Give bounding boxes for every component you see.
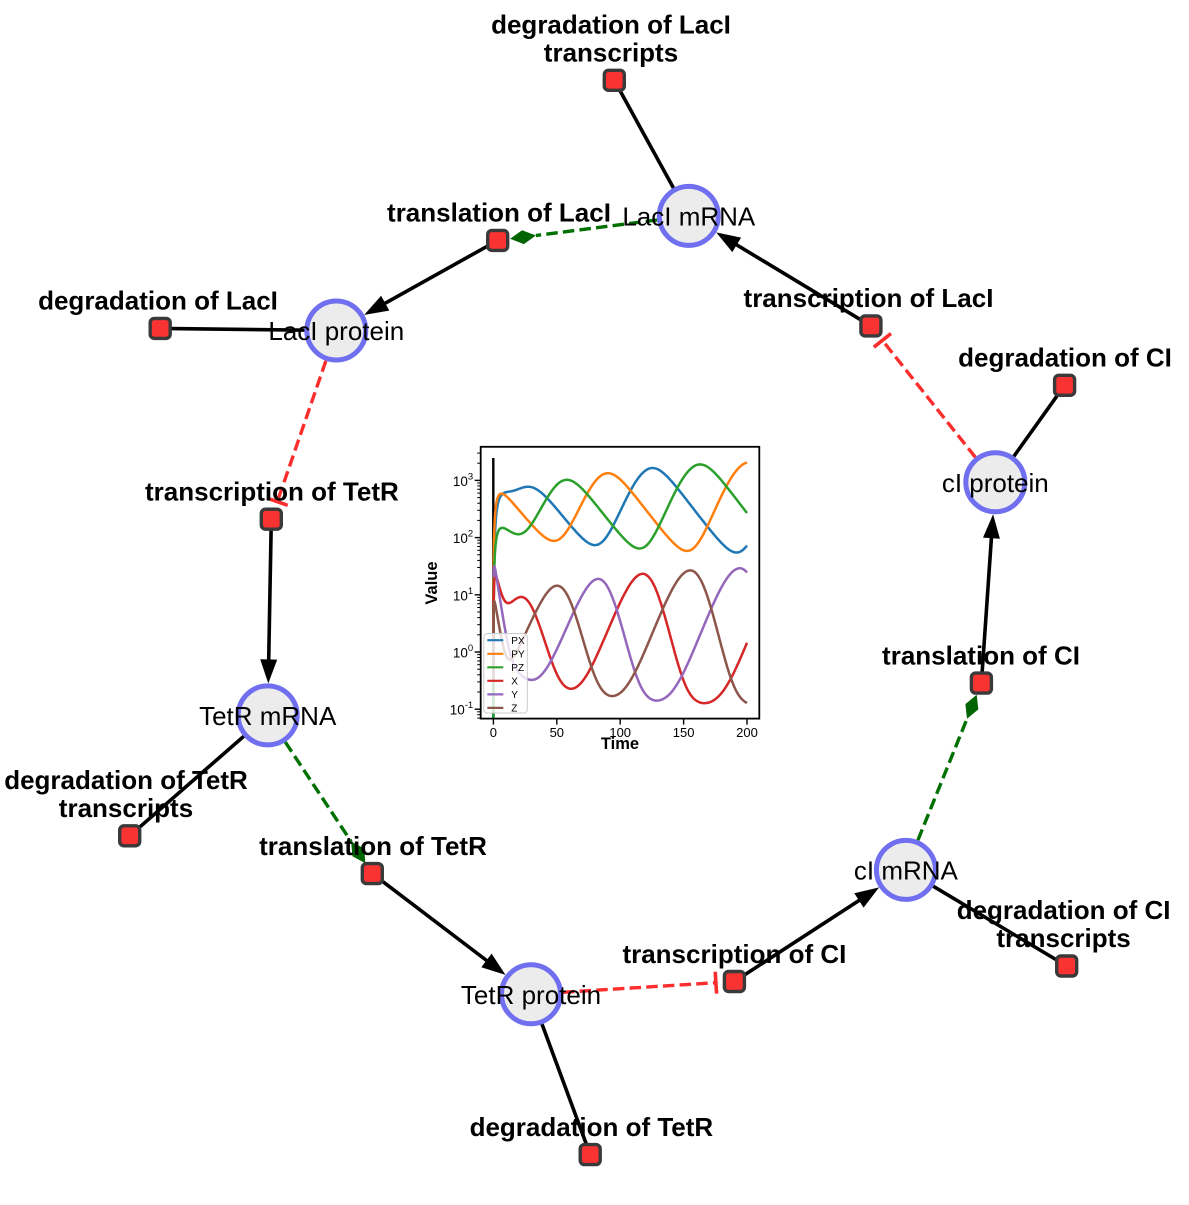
- svg-text:transcription of CI: transcription of CI: [622, 939, 846, 969]
- svg-text:Y: Y: [511, 690, 518, 701]
- svg-text:X: X: [511, 676, 518, 687]
- svg-text:cI protein: cI protein: [942, 468, 1049, 498]
- svg-text:cI mRNA: cI mRNA: [854, 856, 959, 886]
- svg-text:PZ: PZ: [511, 663, 524, 674]
- svg-text:TetR mRNA: TetR mRNA: [199, 701, 337, 731]
- svg-text:degradation of CI: degradation of CI: [957, 895, 1171, 925]
- svg-text:TetR protein: TetR protein: [461, 980, 601, 1010]
- svg-text:LacI protein: LacI protein: [268, 316, 404, 346]
- svg-text:transcripts: transcripts: [996, 923, 1130, 953]
- svg-text:transcripts: transcripts: [59, 793, 193, 823]
- svg-text:50: 50: [550, 725, 564, 740]
- svg-text:LacI mRNA: LacI mRNA: [622, 202, 756, 232]
- svg-text:translation of TetR: translation of TetR: [259, 831, 487, 861]
- svg-text:Time: Time: [601, 735, 639, 753]
- svg-text:0: 0: [490, 725, 497, 740]
- svg-text:degradation of CI: degradation of CI: [958, 343, 1172, 373]
- svg-text:Value: Value: [423, 561, 441, 604]
- svg-text:translation of CI: translation of CI: [882, 640, 1080, 670]
- svg-text:Z: Z: [511, 704, 517, 715]
- svg-text:degradation of TetR: degradation of TetR: [4, 765, 248, 795]
- svg-text:degradation of TetR: degradation of TetR: [470, 1112, 714, 1142]
- svg-text:degradation of LacI: degradation of LacI: [491, 9, 731, 39]
- svg-text:150: 150: [673, 725, 695, 740]
- svg-text:PY: PY: [511, 649, 525, 660]
- svg-text:degradation of LacI: degradation of LacI: [38, 286, 278, 316]
- svg-text:PX: PX: [511, 636, 525, 647]
- svg-text:transcription of TetR: transcription of TetR: [145, 477, 399, 507]
- svg-text:transcripts: transcripts: [544, 38, 678, 68]
- svg-text:translation of LacI: translation of LacI: [387, 198, 611, 228]
- svg-text:transcription of LacI: transcription of LacI: [744, 283, 994, 313]
- svg-text:100: 100: [609, 725, 631, 740]
- svg-text:200: 200: [736, 725, 758, 740]
